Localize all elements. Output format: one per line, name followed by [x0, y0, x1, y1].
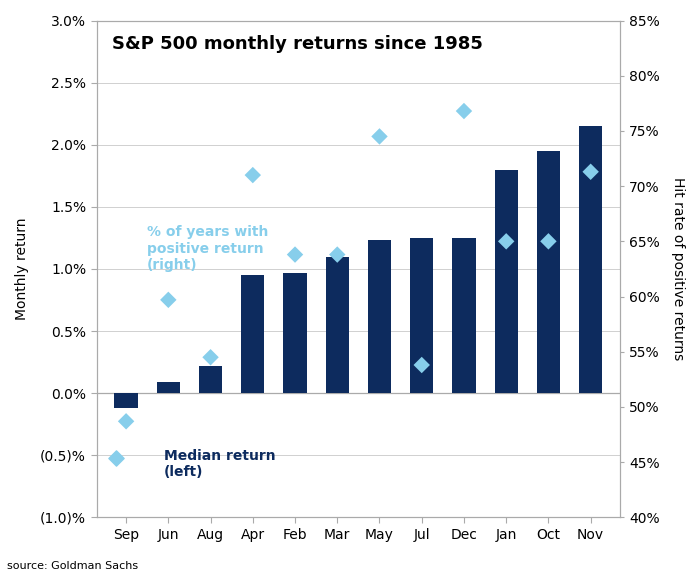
- Bar: [579, 126, 602, 393]
- Text: % of years with
positive return
(right): % of years with positive return (right): [147, 226, 269, 272]
- Bar: [284, 273, 307, 393]
- Point: [289, 250, 300, 259]
- Point: [500, 236, 512, 246]
- Point: [458, 106, 470, 115]
- Y-axis label: Hit rate of positive returns: Hit rate of positive returns: [671, 177, 685, 360]
- Y-axis label: Monthly return: Monthly return: [15, 218, 29, 320]
- Point: [205, 352, 216, 362]
- Point: [247, 170, 258, 180]
- Bar: [410, 238, 433, 393]
- Bar: [115, 393, 138, 408]
- Bar: [241, 275, 265, 393]
- Point: [374, 132, 385, 141]
- Text: source: Goldman Sachs: source: Goldman Sachs: [7, 561, 138, 571]
- Bar: [452, 238, 475, 393]
- Text: Median return
(left): Median return (left): [164, 449, 276, 479]
- Point: [416, 360, 427, 370]
- Bar: [326, 257, 349, 393]
- Point: [120, 417, 132, 426]
- Point: [585, 167, 596, 176]
- Point: [110, 453, 121, 462]
- Point: [162, 295, 174, 304]
- Text: S&P 500 monthly returns since 1985: S&P 500 monthly returns since 1985: [112, 36, 483, 53]
- Bar: [495, 169, 518, 393]
- Bar: [368, 241, 391, 393]
- Bar: [199, 366, 222, 393]
- Bar: [537, 151, 560, 393]
- Bar: [157, 382, 180, 393]
- Point: [542, 236, 554, 246]
- Point: [332, 250, 343, 259]
